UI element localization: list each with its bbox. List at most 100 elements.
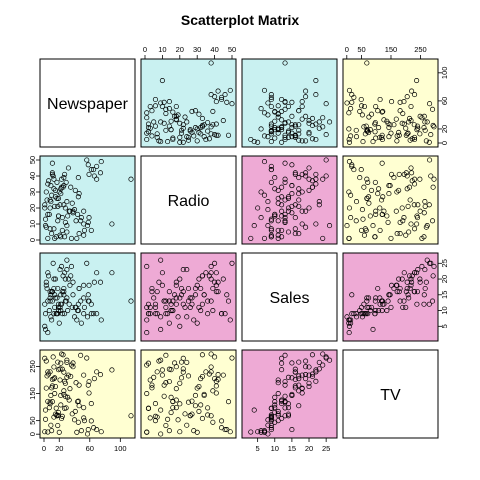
point-radio-vs-sales-82 [296, 231, 302, 237]
point-tv-vs-newspaper-4 [85, 382, 91, 388]
tick-label-radio-50: 50 [28, 156, 37, 164]
point-tv-vs-sales-67 [275, 411, 281, 417]
point-newspaper-vs-radio-7 [225, 132, 232, 138]
tick-label-sales-10: 10 [271, 444, 279, 453]
point-tv-vs-sales-20 [299, 372, 305, 378]
point-sales-vs-newspaper-65 [57, 267, 63, 273]
point-newspaper-vs-radio-91 [158, 119, 164, 125]
point-tv-vs-radio-49 [187, 413, 193, 419]
point-tv-vs-sales-53 [303, 358, 309, 364]
variable-label-newspaper: Newspaper [47, 96, 129, 113]
point-newspaper-vs-sales-81 [265, 134, 271, 140]
point-sales-vs-tv-57 [386, 292, 392, 298]
point-tv-vs-newspaper-5 [98, 429, 104, 435]
point-radio-vs-newspaper-90 [49, 192, 55, 198]
point-newspaper-vs-radio-23 [180, 122, 186, 128]
point-radio-vs-tv-3 [389, 171, 395, 177]
point-newspaper-vs-sales-50 [251, 139, 257, 145]
point-tv-vs-radio-20 [159, 372, 165, 378]
point-sales-vs-newspaper-43 [84, 314, 91, 320]
point-sales-vs-newspaper-24 [51, 311, 57, 317]
point-newspaper-vs-tv-69 [349, 99, 355, 105]
point-tv-vs-newspaper-86 [72, 408, 78, 414]
point-newspaper-vs-tv-53 [423, 138, 429, 144]
point-radio-vs-sales-5 [261, 159, 268, 165]
point-radio-vs-sales-68 [282, 219, 288, 225]
point-radio-vs-sales-50 [251, 223, 257, 229]
point-radio-vs-sales-35 [282, 218, 288, 224]
point-radio-vs-sales-71 [289, 203, 295, 209]
point-tv-vs-sales-88 [275, 418, 281, 424]
point-radio-vs-sales-85 [268, 218, 274, 224]
point-tv-vs-radio-50 [158, 407, 164, 413]
point-radio-vs-tv-75 [360, 216, 366, 222]
tick-label-newspaper-0: 0 [440, 141, 449, 145]
point-radio-vs-tv-7 [379, 160, 385, 166]
point-tv-vs-newspaper-49 [54, 413, 60, 419]
point-radio-vs-tv-65 [415, 202, 421, 208]
point-radio-vs-sales-10 [268, 227, 274, 233]
point-tv-vs-sales-51 [309, 373, 316, 380]
point-newspaper-vs-sales-27 [292, 123, 298, 129]
point-radio-vs-sales-65 [316, 202, 322, 208]
point-tv-vs-radio-63 [144, 429, 150, 435]
point-tv-vs-newspaper-98 [51, 376, 57, 382]
point-tv-vs-radio-93 [144, 362, 150, 368]
point-radio-vs-newspaper-13 [46, 211, 52, 217]
point-sales-vs-tv-84 [431, 263, 437, 270]
point-radio-vs-tv-90 [348, 192, 354, 198]
point-radio-vs-tv-80 [388, 235, 394, 241]
point-sales-vs-radio-99 [173, 295, 179, 301]
point-newspaper-vs-tv-73 [384, 118, 390, 124]
point-radio-vs-tv-74 [380, 194, 386, 200]
point-sales-vs-tv-73 [384, 307, 390, 314]
point-newspaper-vs-sales-3 [299, 99, 305, 105]
point-newspaper-vs-radio-34 [145, 121, 152, 127]
point-sales-vs-radio-57 [201, 292, 207, 298]
point-newspaper-vs-radio-65 [180, 125, 186, 131]
point-sales-vs-radio-45 [175, 314, 181, 320]
point-newspaper-vs-radio-94 [213, 132, 219, 138]
point-tv-vs-newspaper-94 [49, 383, 55, 389]
point-newspaper-vs-sales-26 [289, 125, 295, 131]
point-sales-vs-newspaper-85 [55, 311, 61, 317]
point-sales-vs-radio-79 [194, 320, 200, 326]
point-sales-vs-radio-98 [198, 285, 204, 292]
point-sales-vs-radio-35 [163, 298, 169, 304]
point-newspaper-vs-tv-95 [399, 120, 405, 126]
point-tv-vs-newspaper-14 [91, 376, 97, 382]
point-sales-vs-tv-44 [409, 279, 415, 285]
point-tv-vs-newspaper-23 [61, 369, 67, 375]
tick-label-radio-20: 20 [28, 204, 37, 212]
point-sales-vs-newspaper-27 [59, 289, 65, 295]
point-tv-vs-sales-61 [268, 415, 274, 421]
point-radio-vs-sales-16 [282, 176, 288, 182]
point-newspaper-vs-tv-31 [377, 96, 383, 103]
point-sales-vs-radio-10 [152, 311, 158, 317]
tick-label-radio-0: 0 [143, 45, 147, 54]
point-sales-vs-newspaper-95 [62, 276, 68, 282]
point-tv-vs-newspaper-79 [56, 429, 62, 435]
tick-label-tv-50: 50 [28, 416, 37, 424]
point-radio-vs-sales-38 [313, 181, 319, 187]
point-radio-vs-sales-44 [303, 170, 309, 176]
point-radio-vs-sales-77 [313, 221, 319, 227]
point-tv-vs-sales-62 [323, 354, 329, 360]
point-newspaper-vs-radio-42 [180, 139, 186, 145]
point-newspaper-vs-sales-63 [261, 110, 268, 116]
point-sales-vs-tv-33 [422, 285, 428, 292]
point-tv-vs-radio-43 [158, 431, 164, 437]
point-newspaper-vs-tv-10 [363, 123, 369, 129]
point-newspaper-vs-radio-44 [215, 88, 221, 94]
point-radio-vs-newspaper-79 [56, 189, 62, 195]
point-tv-vs-newspaper-63 [74, 429, 80, 435]
point-sales-vs-radio-59 [173, 282, 179, 288]
point-tv-vs-radio-87 [170, 398, 176, 404]
point-tv-vs-sales-21 [279, 367, 285, 373]
point-tv-vs-radio-66 [194, 385, 200, 391]
point-newspaper-vs-radio-95 [177, 120, 183, 126]
tick-label-radio-50: 50 [228, 45, 236, 54]
point-newspaper-vs-sales-9 [275, 125, 281, 131]
point-newspaper-vs-sales-70 [309, 136, 316, 142]
